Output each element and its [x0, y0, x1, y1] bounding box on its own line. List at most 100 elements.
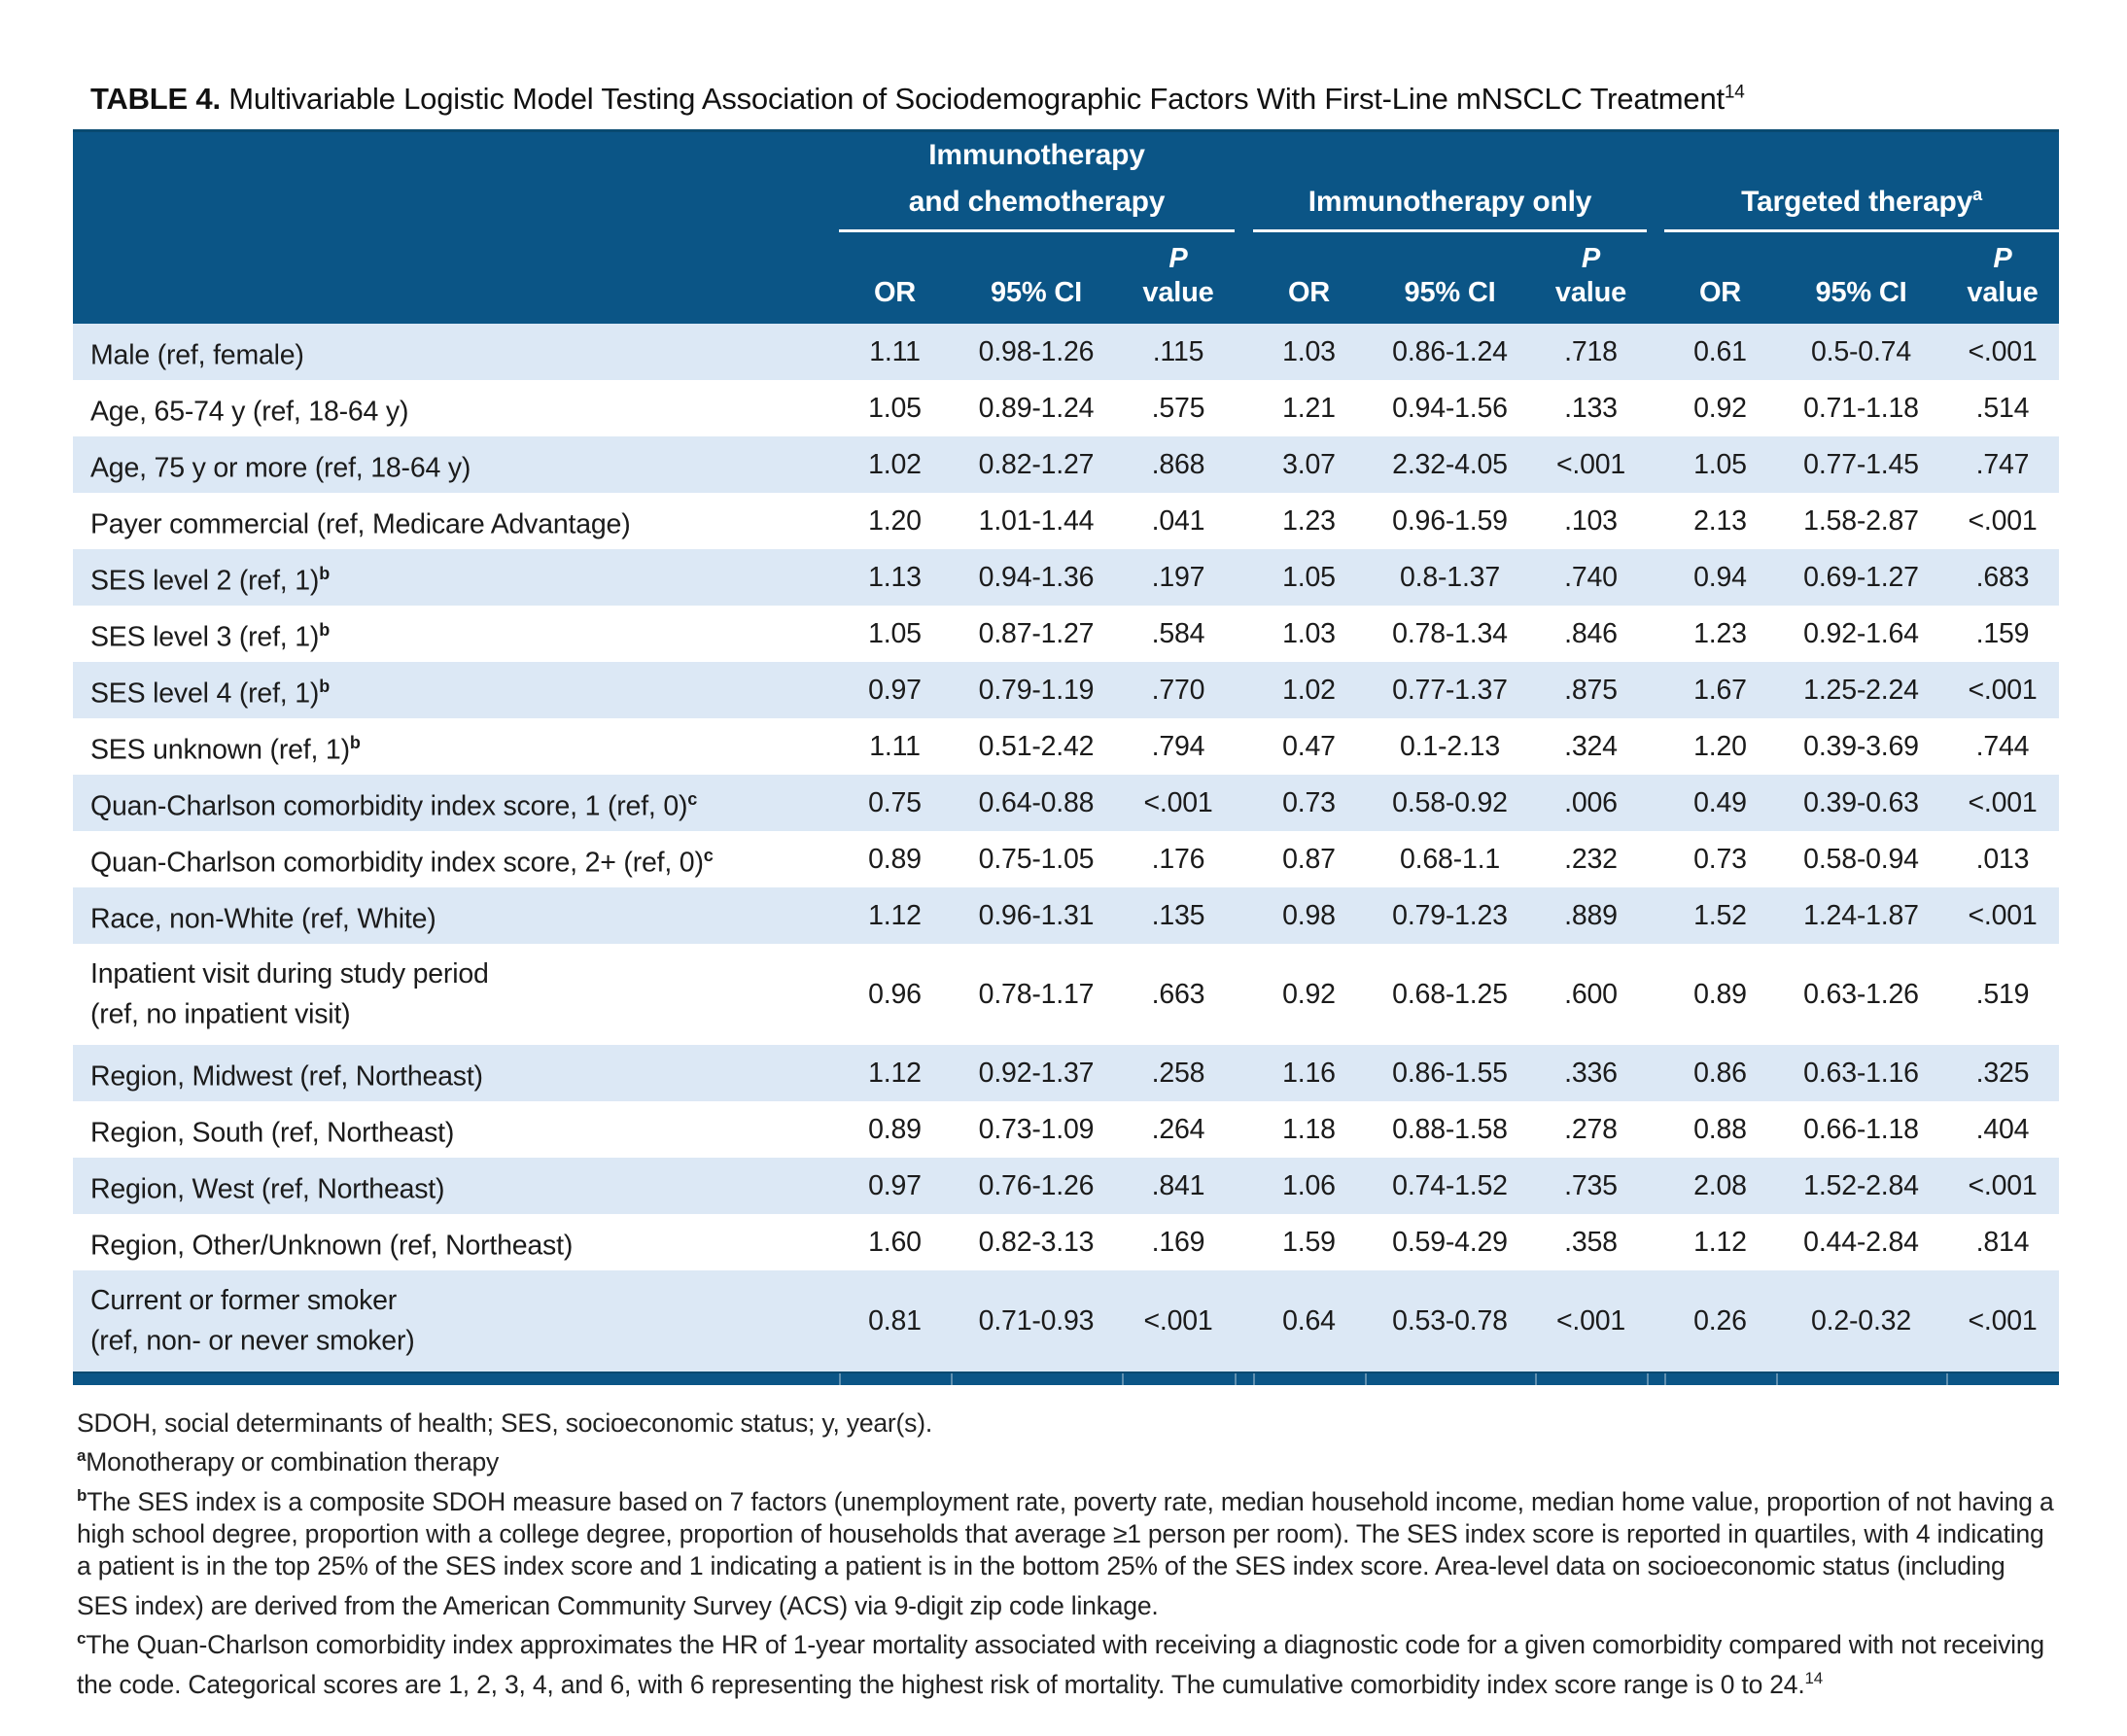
table-cell: 0.92-1.64	[1803, 617, 1919, 649]
table-cell: .889	[1564, 899, 1618, 931]
table-cell: 1.01-1.44	[978, 504, 1095, 537]
table-cell: 1.12	[868, 1057, 922, 1089]
table-cell: 2.32-4.05	[1392, 448, 1508, 480]
row-label-line: Inpatient visit during study period	[90, 957, 839, 990]
column-header: OR	[839, 232, 951, 324]
table-title: TABLE 4. Multivariable Logistic Model Te…	[90, 82, 1745, 117]
table-cell: 0.89	[1693, 978, 1747, 1010]
table-cell: 0.73	[1693, 843, 1747, 875]
table-footer-bar	[73, 1371, 2059, 1385]
table-cell: 0.47	[1282, 730, 1336, 762]
table-cell: .740	[1564, 561, 1618, 593]
table-cell: 1.02	[1282, 674, 1336, 706]
table-cell: 0.61	[1693, 335, 1747, 367]
row-label: SES level 2 (ref, 1)b	[73, 549, 839, 606]
row-label: Age, 65-74 y (ref, 18-64 y)	[73, 380, 839, 436]
row-label: Region, Midwest (ref, Northeast)	[73, 1045, 839, 1101]
row-label-line: Current or former smoker	[90, 1284, 839, 1317]
table-cell: .514	[1975, 392, 2030, 424]
column-header: OR	[1664, 232, 1776, 324]
table-cell: .683	[1975, 561, 2030, 593]
table-cell: 0.74-1.52	[1392, 1169, 1508, 1201]
column-header: OR	[1253, 232, 1365, 324]
table-cell: 0.73-1.09	[978, 1113, 1095, 1145]
table-cell: <.001	[1143, 786, 1213, 818]
row-label-line: Payer commercial (ref, Medicare Advantag…	[90, 501, 839, 541]
table-cell: 0.89	[868, 1113, 922, 1145]
table-cell: 0.79-1.19	[978, 674, 1095, 706]
row-label: Region, South (ref, Northeast)	[73, 1101, 839, 1158]
table-cell: 1.12	[868, 899, 922, 931]
table-cell: .159	[1975, 617, 2030, 649]
table-cell: 1.20	[1693, 730, 1747, 762]
table-cell: .041	[1151, 504, 1205, 537]
table-cell: 0.79-1.23	[1392, 899, 1508, 931]
table-cell: 0.88-1.58	[1392, 1113, 1508, 1145]
table-cell: 0.5-0.74	[1811, 335, 1911, 367]
table-cell: 1.18	[1282, 1113, 1336, 1145]
table-cell: .744	[1975, 730, 2030, 762]
row-label: Payer commercial (ref, Medicare Advantag…	[73, 493, 839, 549]
table-cell: 0.58-0.94	[1803, 843, 1919, 875]
row-label-text: Region, Other/Unknown (ref, Northeast)	[90, 1230, 574, 1262]
row-label-line: SES level 3 (ref, 1)b	[90, 613, 839, 654]
table-cell: <.001	[1968, 899, 2038, 931]
table-cell: .584	[1151, 617, 1205, 649]
table-cell: .875	[1564, 674, 1618, 706]
table-cell: .013	[1975, 843, 2030, 875]
table-row: Quan-Charlson comorbidity index score, 1…	[73, 775, 2059, 831]
row-label-text: Race, non-White (ref, White)	[90, 903, 436, 935]
column-group-footnote-marker: a	[1972, 185, 1982, 204]
row-label: Region, West (ref, Northeast)	[73, 1158, 839, 1214]
column-group-header: Immunotherapy only	[1253, 136, 1647, 232]
column-header-line: value	[1142, 277, 1214, 308]
footnote-marker: a	[77, 1446, 87, 1466]
table-cell: 0.63-1.16	[1803, 1057, 1919, 1089]
table-header: Immunotherapy and chemotherapy Immunothera…	[73, 129, 2059, 324]
row-label-line: SES level 4 (ref, 1)b	[90, 670, 839, 711]
footnote-citation-superscript: 14	[1804, 1668, 1824, 1687]
table-cell: 0.51-2.42	[978, 730, 1095, 762]
row-label-line: (ref, no inpatient visit)	[90, 990, 839, 1031]
row-label-text: Region, West (ref, Northeast)	[90, 1173, 445, 1205]
row-label-text: SES level 4 (ref, 1)	[90, 677, 320, 710]
table-cell: 0.96-1.59	[1392, 504, 1508, 537]
footnote: aMonotherapy or combination therapy	[77, 1440, 2056, 1478]
row-label: SES level 3 (ref, 1)b	[73, 606, 839, 662]
row-footnote-marker: c	[703, 846, 714, 866]
table-number: TABLE 4.	[90, 82, 221, 116]
table-row: Inpatient visit during study period (ref,…	[73, 944, 2059, 1045]
table-cell: 0.39-0.63	[1803, 786, 1919, 818]
row-label: Age, 75 y or more (ref, 18-64 y)	[73, 436, 839, 493]
row-footnote-marker: b	[319, 564, 330, 584]
table-cell: 0.96-1.31	[978, 899, 1095, 931]
row-label-text: Age, 65-74 y (ref, 18-64 y)	[90, 396, 409, 428]
table-cell: 0.63-1.26	[1803, 978, 1919, 1010]
footnote-text: The SES index is a composite SDOH measur…	[77, 1486, 2054, 1620]
table-cell: .770	[1151, 674, 1205, 706]
footer-bar-segment	[1235, 1373, 1253, 1385]
table-cell: 0.94-1.56	[1392, 392, 1508, 424]
row-label-text: SES level 2 (ref, 1)	[90, 565, 320, 597]
column-header-line: 95% CI	[1815, 277, 1907, 308]
table-cell: 1.11	[869, 730, 921, 762]
table-cell: 0.86-1.24	[1392, 335, 1508, 367]
table-cell: 1.52	[1693, 899, 1747, 931]
row-label: Current or former smoker (ref, non- or ne…	[73, 1270, 839, 1371]
row-label-line: Region, Other/Unknown (ref, Northeast)	[90, 1222, 839, 1263]
column-group-header: Immunotherapy and chemotherapy	[839, 136, 1235, 232]
table-row: SES level 4 (ref, 1)b 0.97 0.79-1.19 .770 1.…	[73, 662, 2059, 718]
column-header: 95% CI	[1776, 232, 1946, 324]
table-cell: 0.59-4.29	[1392, 1226, 1508, 1258]
table-row: Region, West (ref, Northeast) 0.97 0.76-1.…	[73, 1158, 2059, 1214]
table-cell: 1.25-2.24	[1803, 674, 1919, 706]
table: Immunotherapy and chemotherapy Immunothera…	[73, 129, 2059, 1385]
table-cell: 3.07	[1282, 448, 1336, 480]
row-label: Male (ref, female)	[73, 324, 839, 380]
table-row: Region, South (ref, Northeast) 0.89 0.73-1…	[73, 1101, 2059, 1158]
footnote: bThe SES index is a composite SDOH measu…	[77, 1479, 2056, 1623]
column-group-label-line: and chemotherapy	[909, 175, 1166, 222]
table-cell: 0.87-1.27	[978, 617, 1095, 649]
column-header-line: OR	[873, 277, 917, 308]
